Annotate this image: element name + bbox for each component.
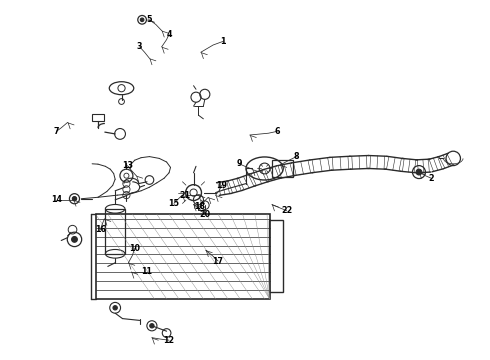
Text: 13: 13 [122,161,133,170]
Text: 6: 6 [274,127,280,136]
Circle shape [140,18,144,22]
Text: 8: 8 [294,152,299,161]
Text: 17: 17 [213,256,223,266]
Bar [272,160,293,177]
Text: 14: 14 [51,195,62,204]
Circle shape [416,169,422,175]
Circle shape [150,324,154,328]
Circle shape [73,197,76,201]
Text: 7: 7 [53,127,59,136]
Bar [92,114,104,121]
Text: 18: 18 [195,202,205,211]
Text: 5: 5 [147,15,152,24]
Text: 20: 20 [199,210,210,219]
Text: 2: 2 [428,174,434,183]
Bar [269,220,283,292]
Circle shape [113,306,117,310]
Text: 19: 19 [216,181,227,190]
Text: 10: 10 [129,244,140,253]
Text: 3: 3 [137,42,143,51]
Text: 1: 1 [220,37,226,46]
Text: 12: 12 [164,336,174,345]
Text: 22: 22 [281,206,292,215]
Text: 9: 9 [236,159,242,168]
Bar [96,214,270,299]
Text: 21: 21 [180,191,191,199]
Bar [105,209,125,254]
Text: 11: 11 [142,267,152,276]
Text: 4: 4 [166,30,172,39]
Circle shape [72,237,77,242]
Text: 16: 16 [95,225,106,234]
Text: 15: 15 [169,199,179,208]
